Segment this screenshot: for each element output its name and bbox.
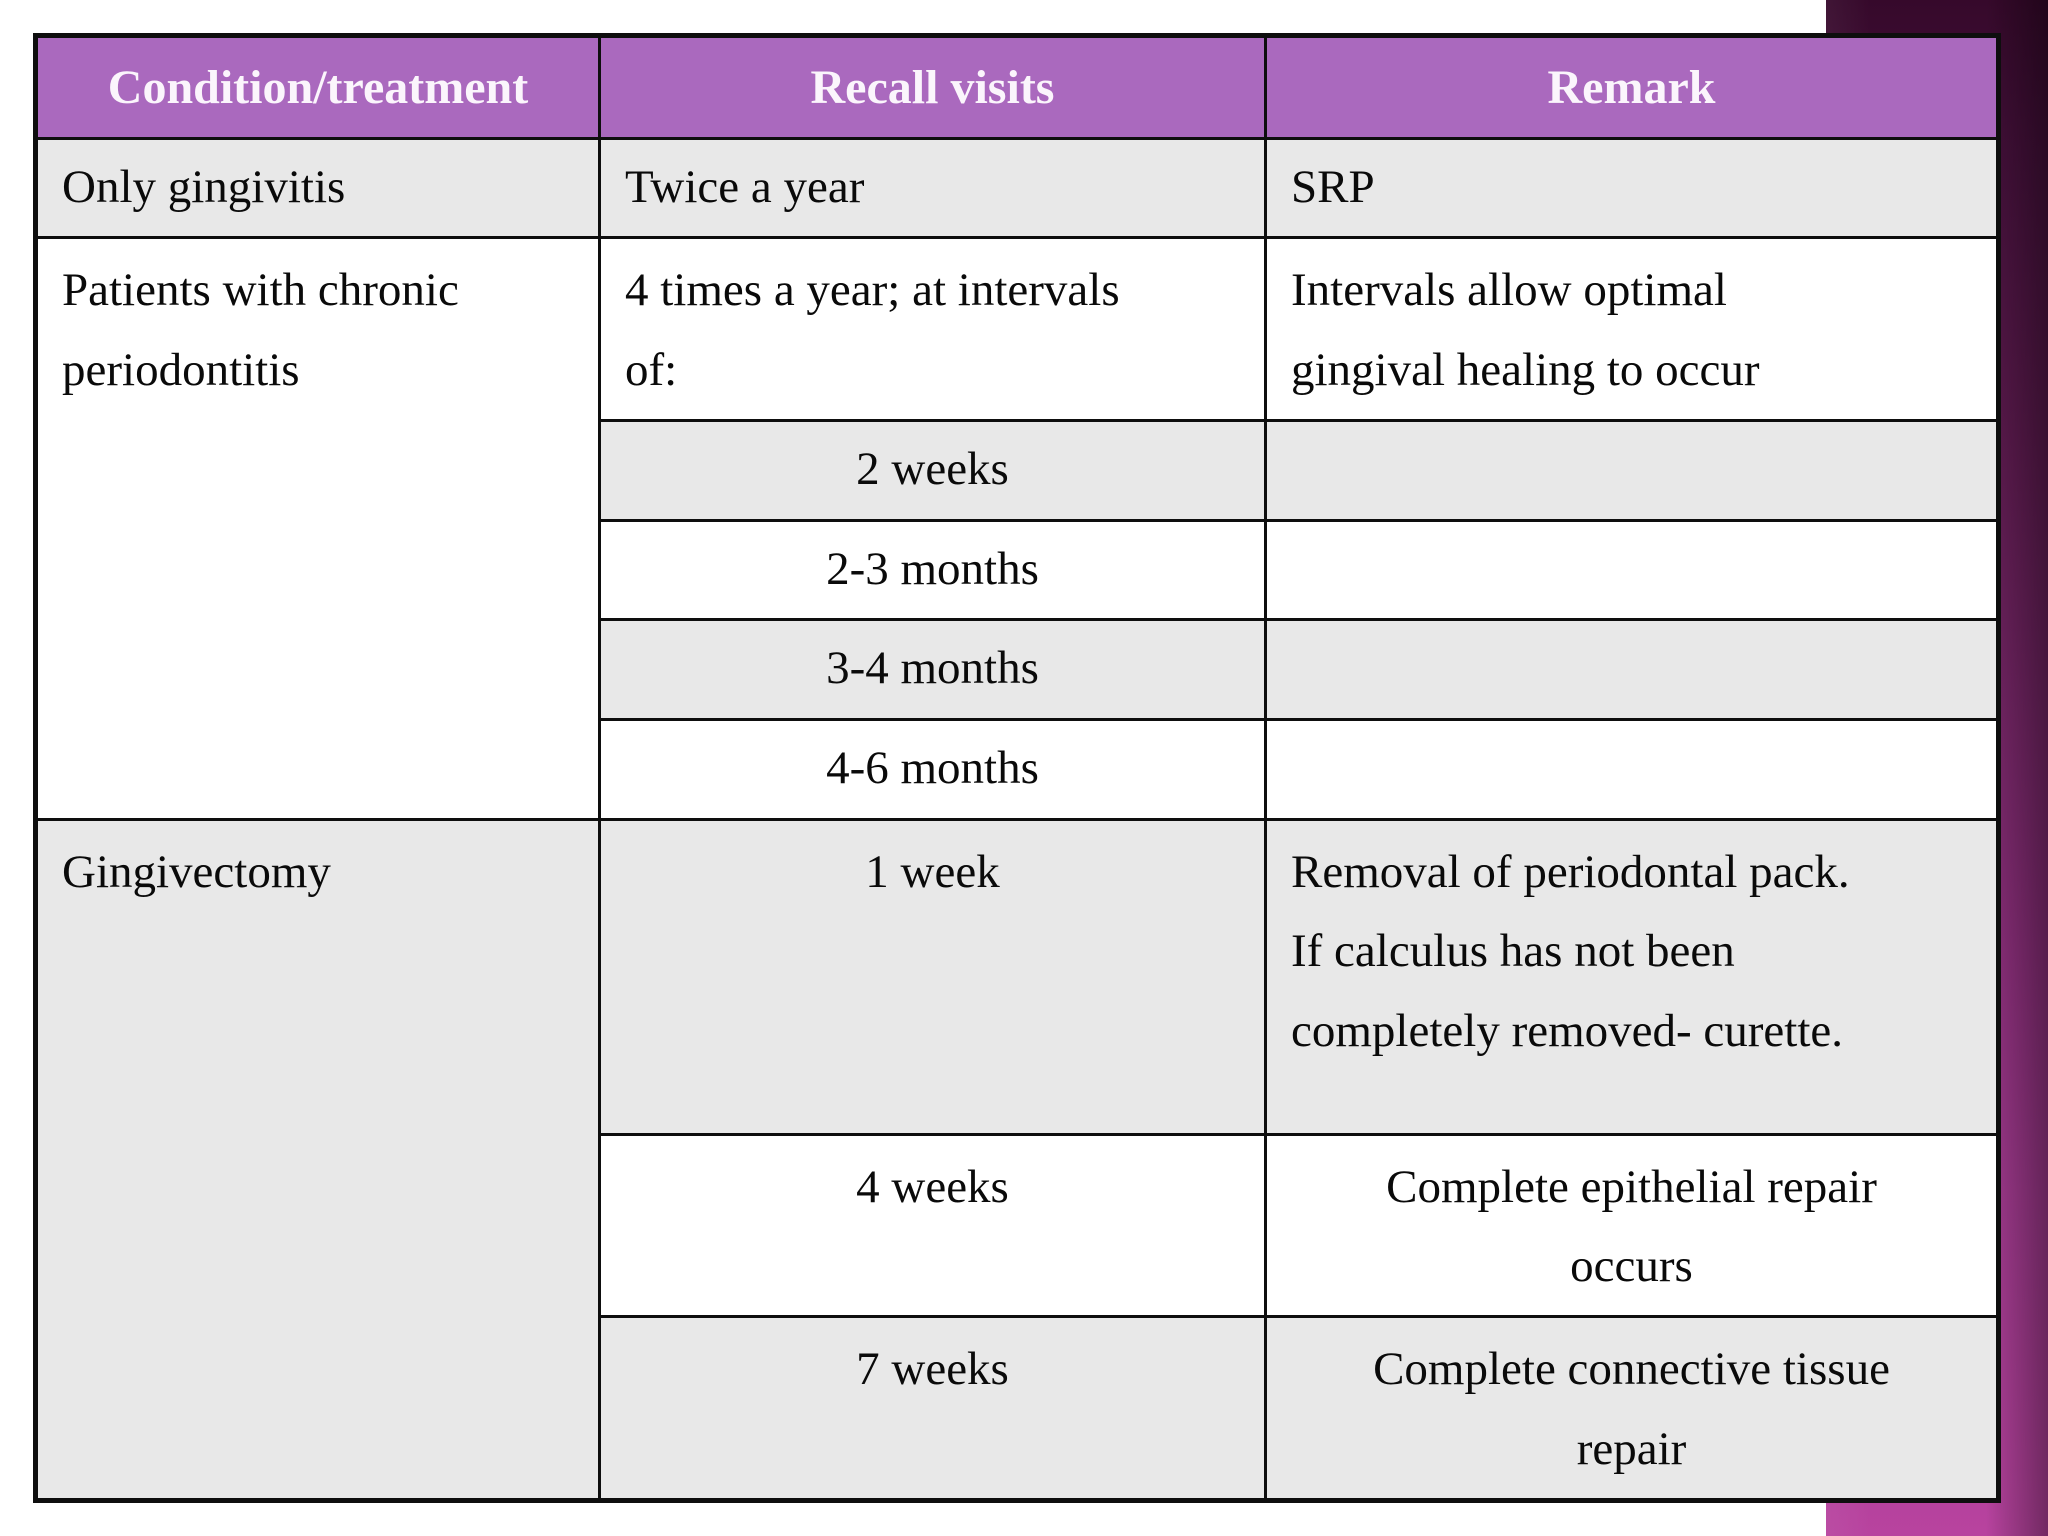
cell-recall-3-4-months: 3-4 months: [598, 617, 1267, 721]
cell-condition-gingivectomy: Gingivectomy: [34, 817, 601, 1503]
cell-recall-twice-a-year: Twice a year: [598, 137, 1267, 239]
cell-recall-2-weeks: 2 weeks: [598, 418, 1267, 522]
cell-remark-intervals-allow-healing: Intervals allow optimal gingival healing…: [1264, 235, 2000, 422]
cell-remark-empty: [1264, 717, 2000, 821]
table-row: 4-6 months: [36, 717, 2000, 821]
header-remark: Remark: [1264, 34, 2000, 140]
table-row: 7 weeks Complete connective tissue repai…: [36, 1315, 2000, 1503]
table-row: 2-3 months: [36, 518, 2000, 621]
recall-schedule-table: Condition/treatment Recall visits Remark…: [33, 33, 2001, 1504]
cell-remark-removal-periodontal-pack: Removal of periodontal pack. If calculus…: [1264, 817, 2000, 1136]
table-row: 4 weeks Complete epithelial repair occur…: [36, 1132, 2000, 1319]
table-row: Only gingivitis Twice a year SRP: [34, 137, 2000, 239]
table-row: 3-4 months: [36, 617, 2000, 721]
cell-recall-7-weeks: 7 weeks: [598, 1315, 1267, 1503]
cell-condition-chronic-periodontitis: Patients with chronic periodontitis: [34, 235, 601, 821]
cell-recall-1-week: 1 week: [598, 817, 1267, 1136]
cell-remark-empty: [1264, 418, 2000, 522]
cell-remark-empty: [1264, 518, 2000, 621]
cell-remark-connective-tissue-repair: Complete connective tissue repair: [1264, 1315, 2000, 1503]
cell-remark-srp: SRP: [1264, 137, 2000, 239]
table-row: 2 weeks: [36, 418, 2000, 522]
cell-recall-4-weeks: 4 weeks: [598, 1132, 1267, 1319]
cell-recall-4-times-a-year: 4 times a year; at intervals of:: [598, 235, 1267, 422]
header-condition-treatment: Condition/treatment: [34, 34, 601, 140]
cell-condition-only-gingivitis: Only gingivitis: [34, 137, 601, 239]
table-row: Gingivectomy 1 week Removal of periodont…: [34, 817, 2000, 1503]
cell-remark-epithelial-repair: Complete epithelial repair occurs: [1264, 1132, 2000, 1319]
cell-remark-empty: [1264, 617, 2000, 721]
table-row: Patients with chronic periodontitis 4 ti…: [34, 235, 2000, 821]
header-recall-visits: Recall visits: [598, 34, 1267, 140]
cell-recall-2-3-months: 2-3 months: [598, 518, 1267, 621]
cell-recall-4-6-months: 4-6 months: [598, 717, 1267, 821]
table-header-row: Condition/treatment Recall visits Remark: [34, 34, 2000, 140]
